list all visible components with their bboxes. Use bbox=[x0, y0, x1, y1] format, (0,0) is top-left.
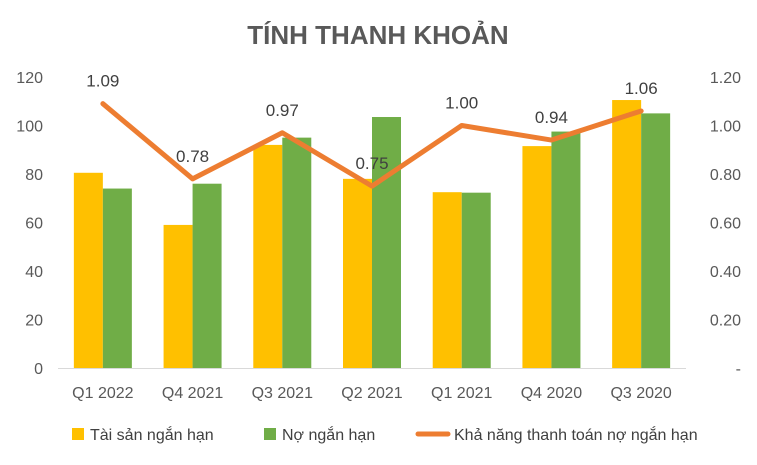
line-kha-nang-thanh-toan bbox=[100, 101, 644, 189]
y-right-tick-label: 0.80 bbox=[710, 167, 741, 184]
bar-no-ngan-han bbox=[551, 131, 581, 368]
y-left-tick-label: 40 bbox=[25, 264, 43, 281]
bar-no-ngan-han bbox=[192, 183, 222, 368]
bar-tai-san-ngan-han bbox=[73, 172, 103, 368]
plot-area: 0 20 40 60 80 100 120 - 0.20 0.40 0.60 0.80 1.00 1.20… bbox=[16, 70, 741, 402]
y-left-tick-label: 0 bbox=[34, 361, 43, 378]
bar-tai-san-ngan-han bbox=[522, 146, 552, 368]
legend-swatch bbox=[264, 428, 276, 440]
line-data-label: 1.06 bbox=[625, 79, 658, 98]
y-right-tick-label: 0.60 bbox=[710, 216, 741, 233]
line-data-label: 0.97 bbox=[266, 101, 299, 120]
legend-label: Tài sản ngắn hạn bbox=[90, 425, 214, 444]
bar-tai-san-ngan-han bbox=[612, 100, 642, 368]
y-left-tick-label: 60 bbox=[25, 216, 43, 233]
line-data-label: 1.09 bbox=[86, 72, 119, 91]
y-left-tick-label: 100 bbox=[16, 119, 43, 136]
x-tick-label: Q4 2021 bbox=[162, 385, 223, 402]
chart-title: TÍNH THANH KHOẢN bbox=[247, 20, 508, 50]
line-data-label: 0.75 bbox=[355, 154, 388, 173]
bar-no-ngan-han bbox=[102, 188, 132, 368]
x-tick-label: Q3 2021 bbox=[252, 385, 313, 402]
legend-swatch bbox=[72, 428, 84, 440]
y-right-tick-label: 1.00 bbox=[710, 119, 741, 136]
y-left-tick-label: 80 bbox=[25, 167, 43, 184]
bar-no-ngan-han bbox=[641, 113, 671, 368]
bar-no-ngan-han bbox=[372, 117, 401, 368]
x-tick-label: Q1 2022 bbox=[72, 385, 133, 402]
y-right-tick-label: 0.20 bbox=[710, 313, 741, 330]
bar-tai-san-ngan-han bbox=[163, 224, 193, 368]
bar-no-ngan-han bbox=[461, 192, 491, 368]
line-data-label: 0.78 bbox=[176, 147, 209, 166]
legend: Tài sản ngắn hạn Nợ ngắn hạn Khả năng than… bbox=[72, 425, 698, 444]
bar-tai-san-ngan-han bbox=[343, 178, 372, 368]
y-right-tick-label: - bbox=[736, 361, 741, 378]
bar-tai-san-ngan-han bbox=[253, 144, 283, 368]
bar-tai-san-ngan-han bbox=[432, 192, 462, 368]
y-right-tick-label: 0.40 bbox=[710, 264, 741, 281]
y-left-tick-label: 120 bbox=[16, 70, 43, 87]
x-tick-label: Q1 2021 bbox=[431, 385, 492, 402]
y-left-tick-label: 20 bbox=[25, 313, 43, 330]
legend-label: Khả năng thanh toán nợ ngắn hạn bbox=[454, 425, 698, 444]
x-tick-label: Q4 2020 bbox=[521, 385, 582, 402]
bar-no-ngan-han bbox=[282, 137, 312, 368]
line-data-label: 0.94 bbox=[535, 108, 568, 127]
x-tick-label: Q3 2020 bbox=[610, 385, 671, 402]
y-right-tick-label: 1.20 bbox=[710, 70, 741, 87]
x-tick-label: Q2 2021 bbox=[341, 385, 402, 402]
line-data-label: 1.00 bbox=[445, 94, 478, 113]
legend-label: Nợ ngắn hạn bbox=[282, 425, 375, 444]
